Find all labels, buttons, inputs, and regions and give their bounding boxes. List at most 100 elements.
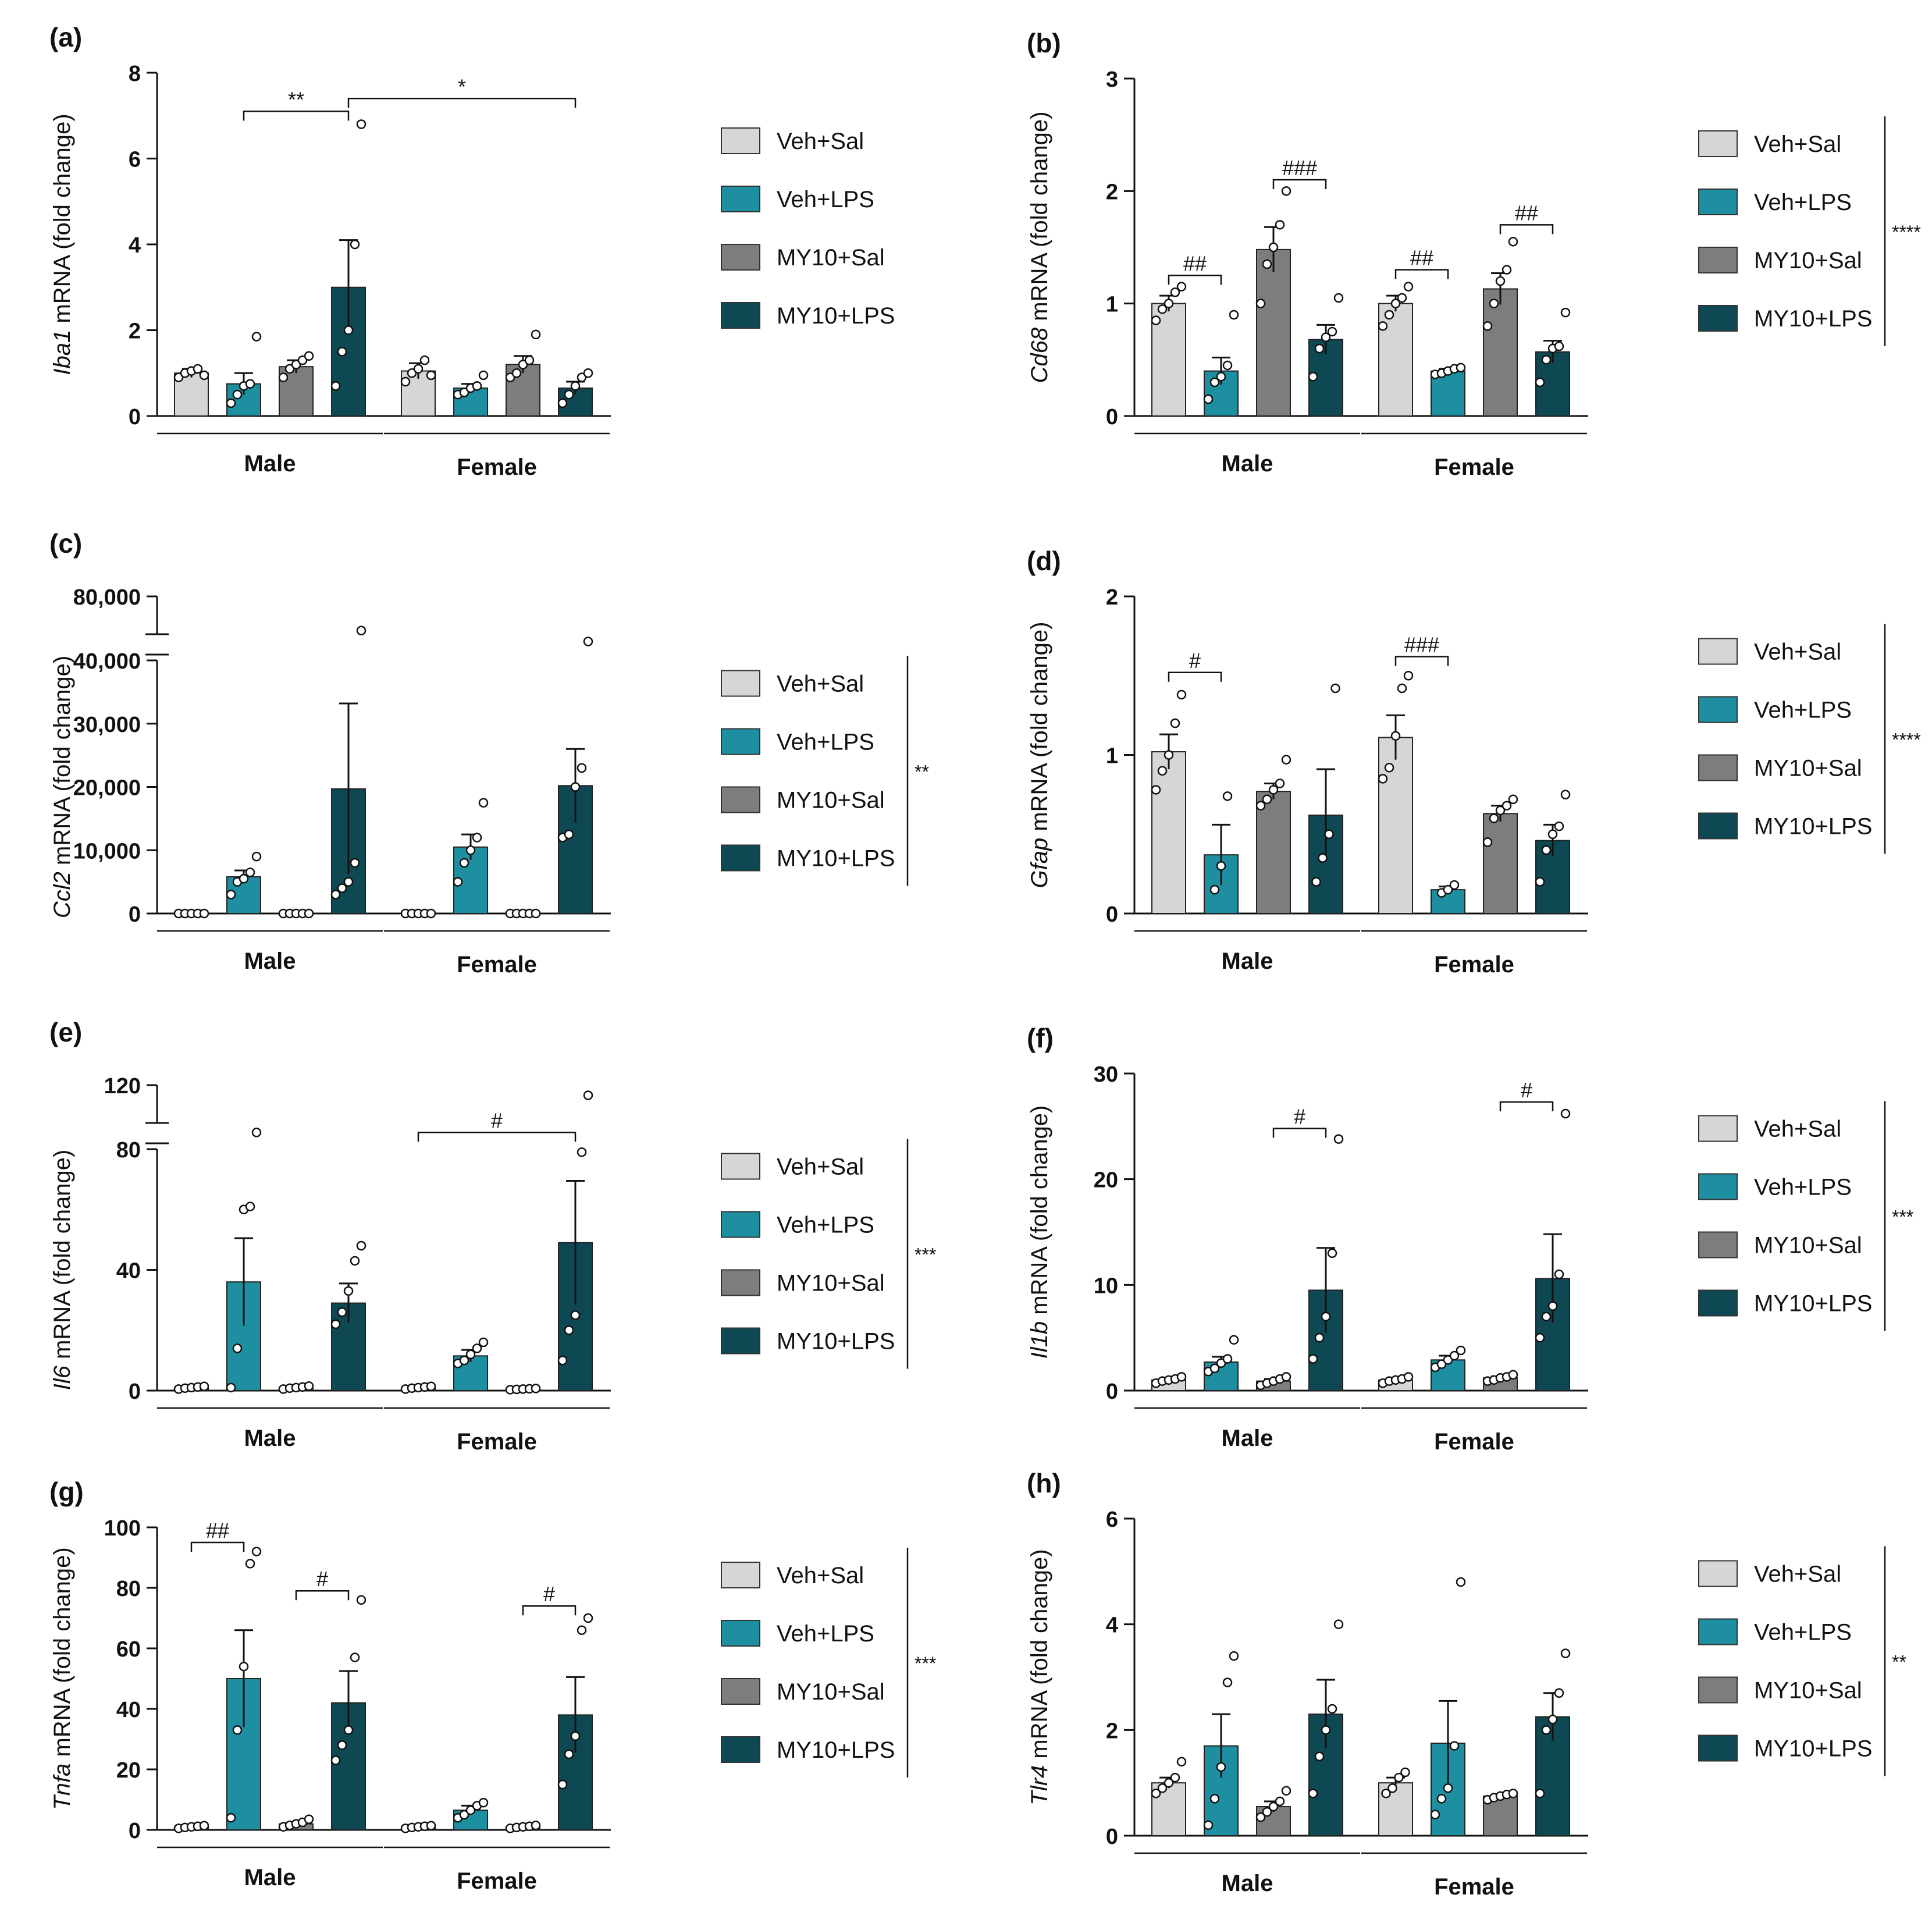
y-axis-label-gene: Ccl2 [49, 872, 75, 918]
significance-label: # [491, 1108, 503, 1132]
data-point [1394, 1772, 1404, 1783]
data-point [1255, 1812, 1266, 1822]
data-point [356, 625, 367, 635]
significance-label: ### [1404, 633, 1439, 657]
data-point [1449, 1741, 1460, 1751]
data-point [1554, 341, 1564, 351]
y-tick-label: 6 [1106, 1508, 1118, 1532]
data-point [1275, 1796, 1285, 1807]
data-point [1170, 718, 1180, 728]
legend-swatch-veh-sal [1698, 1560, 1738, 1587]
y-axis-label-gene: Iba1 [49, 330, 75, 375]
data-point [1164, 750, 1174, 760]
data-point [1318, 853, 1328, 863]
bar-my10-sal-male [1256, 791, 1291, 915]
group-label-female: Female [1434, 1429, 1514, 1455]
data-point [1216, 372, 1226, 382]
significance-label: * [458, 74, 466, 98]
data-point [1400, 1767, 1410, 1778]
bar-veh-sal-female [1378, 303, 1413, 417]
data-point [1541, 1311, 1552, 1322]
data-point [1170, 287, 1180, 297]
data-point [1489, 813, 1499, 823]
data-point [459, 1355, 469, 1366]
data-point [511, 368, 522, 378]
legend-swatch-my10-sal [721, 1678, 760, 1705]
data-point [1541, 845, 1552, 855]
data-point [1203, 1820, 1214, 1830]
significance-label: ** [288, 87, 304, 111]
legend-swatch-veh-lps [721, 1620, 760, 1647]
bar-veh-sal-female [1378, 737, 1413, 915]
data-point [1209, 1363, 1220, 1374]
data-point [557, 1355, 568, 1366]
data-point [297, 355, 308, 365]
y-tick-label: 120 [104, 1074, 141, 1099]
data-point [1262, 1807, 1272, 1817]
legend-significance: **** [1892, 222, 1921, 243]
legend-swatch-my10-sal [721, 1269, 760, 1296]
data-point [1321, 332, 1331, 342]
bar-my10-lps-male [1308, 1289, 1343, 1392]
significance-label: ## [1183, 251, 1207, 275]
data-point [291, 360, 301, 369]
data-point [570, 782, 581, 792]
data-point [583, 637, 593, 646]
data-point [356, 119, 367, 129]
y-tick-label: 2 [1106, 1719, 1118, 1743]
data-point [1449, 1350, 1460, 1361]
y-tick-label: 40 [116, 1698, 141, 1722]
panels: (a) Iba1 mRNA (fold change) 0 2 4 6 8 Male Femal… [49, 22, 1921, 1900]
data-point [557, 1779, 568, 1790]
legend-significance: *** [1892, 1207, 1913, 1228]
data-point [1203, 394, 1214, 404]
data-point [1314, 1751, 1325, 1761]
y-axis-label-unit: mRNA (fold change) [1027, 112, 1052, 328]
data-point [199, 370, 209, 381]
data-point [478, 1337, 489, 1348]
data-point [1262, 794, 1272, 805]
significance-bracket [522, 1605, 577, 1616]
data-point [531, 1820, 541, 1830]
data-point [1229, 1335, 1239, 1345]
y-axis-label: Il1b mRNA (fold change) [1027, 1105, 1052, 1359]
data-point [1281, 1786, 1291, 1796]
significance-label: # [1294, 1104, 1305, 1128]
data-point [1378, 774, 1388, 784]
panel-label: (e) [49, 1017, 82, 1047]
data-point [330, 381, 341, 391]
data-point [251, 851, 262, 862]
data-point [407, 368, 417, 378]
y-axis-label-unit: mRNA (fold change) [49, 656, 75, 872]
data-point [1216, 861, 1226, 871]
legend-label: Veh+LPS [1754, 1620, 1852, 1645]
data-point [577, 372, 587, 382]
y-axis-label-unit: mRNA (fold change) [49, 1150, 75, 1366]
y-tick-label: 20,000 [73, 776, 141, 801]
group-label-male: Male [244, 948, 296, 974]
data-point [1333, 1134, 1344, 1144]
legend-label: MY10+LPS [1754, 1291, 1872, 1317]
bar-my10-sal-female [1483, 813, 1518, 914]
data-point [1327, 1248, 1337, 1259]
data-point [245, 868, 255, 877]
data-point [1495, 276, 1506, 286]
data-point [1502, 265, 1512, 275]
data-point [199, 908, 209, 919]
data-point [226, 1382, 236, 1393]
data-point [356, 1240, 367, 1251]
legend-label: Veh+LPS [777, 1621, 874, 1647]
group-label-female: Female [457, 454, 537, 480]
group-label-male: Male [244, 1426, 296, 1451]
data-point [472, 833, 482, 843]
data-point [1489, 298, 1499, 308]
data-point [465, 1349, 476, 1359]
legend-label: MY10+LPS [1754, 814, 1872, 840]
legend-label: MY10+Sal [777, 1271, 885, 1296]
data-point [1308, 372, 1318, 382]
y-axis-label: Tnfa mRNA (fold change) [49, 1547, 75, 1810]
panel-a: (a) Iba1 mRNA (fold change) 0 2 4 6 8 Male Femal… [49, 22, 895, 480]
data-point [1222, 1677, 1233, 1687]
legend-swatch-veh-sal [721, 670, 760, 697]
group-label-male: Male [1222, 948, 1273, 974]
